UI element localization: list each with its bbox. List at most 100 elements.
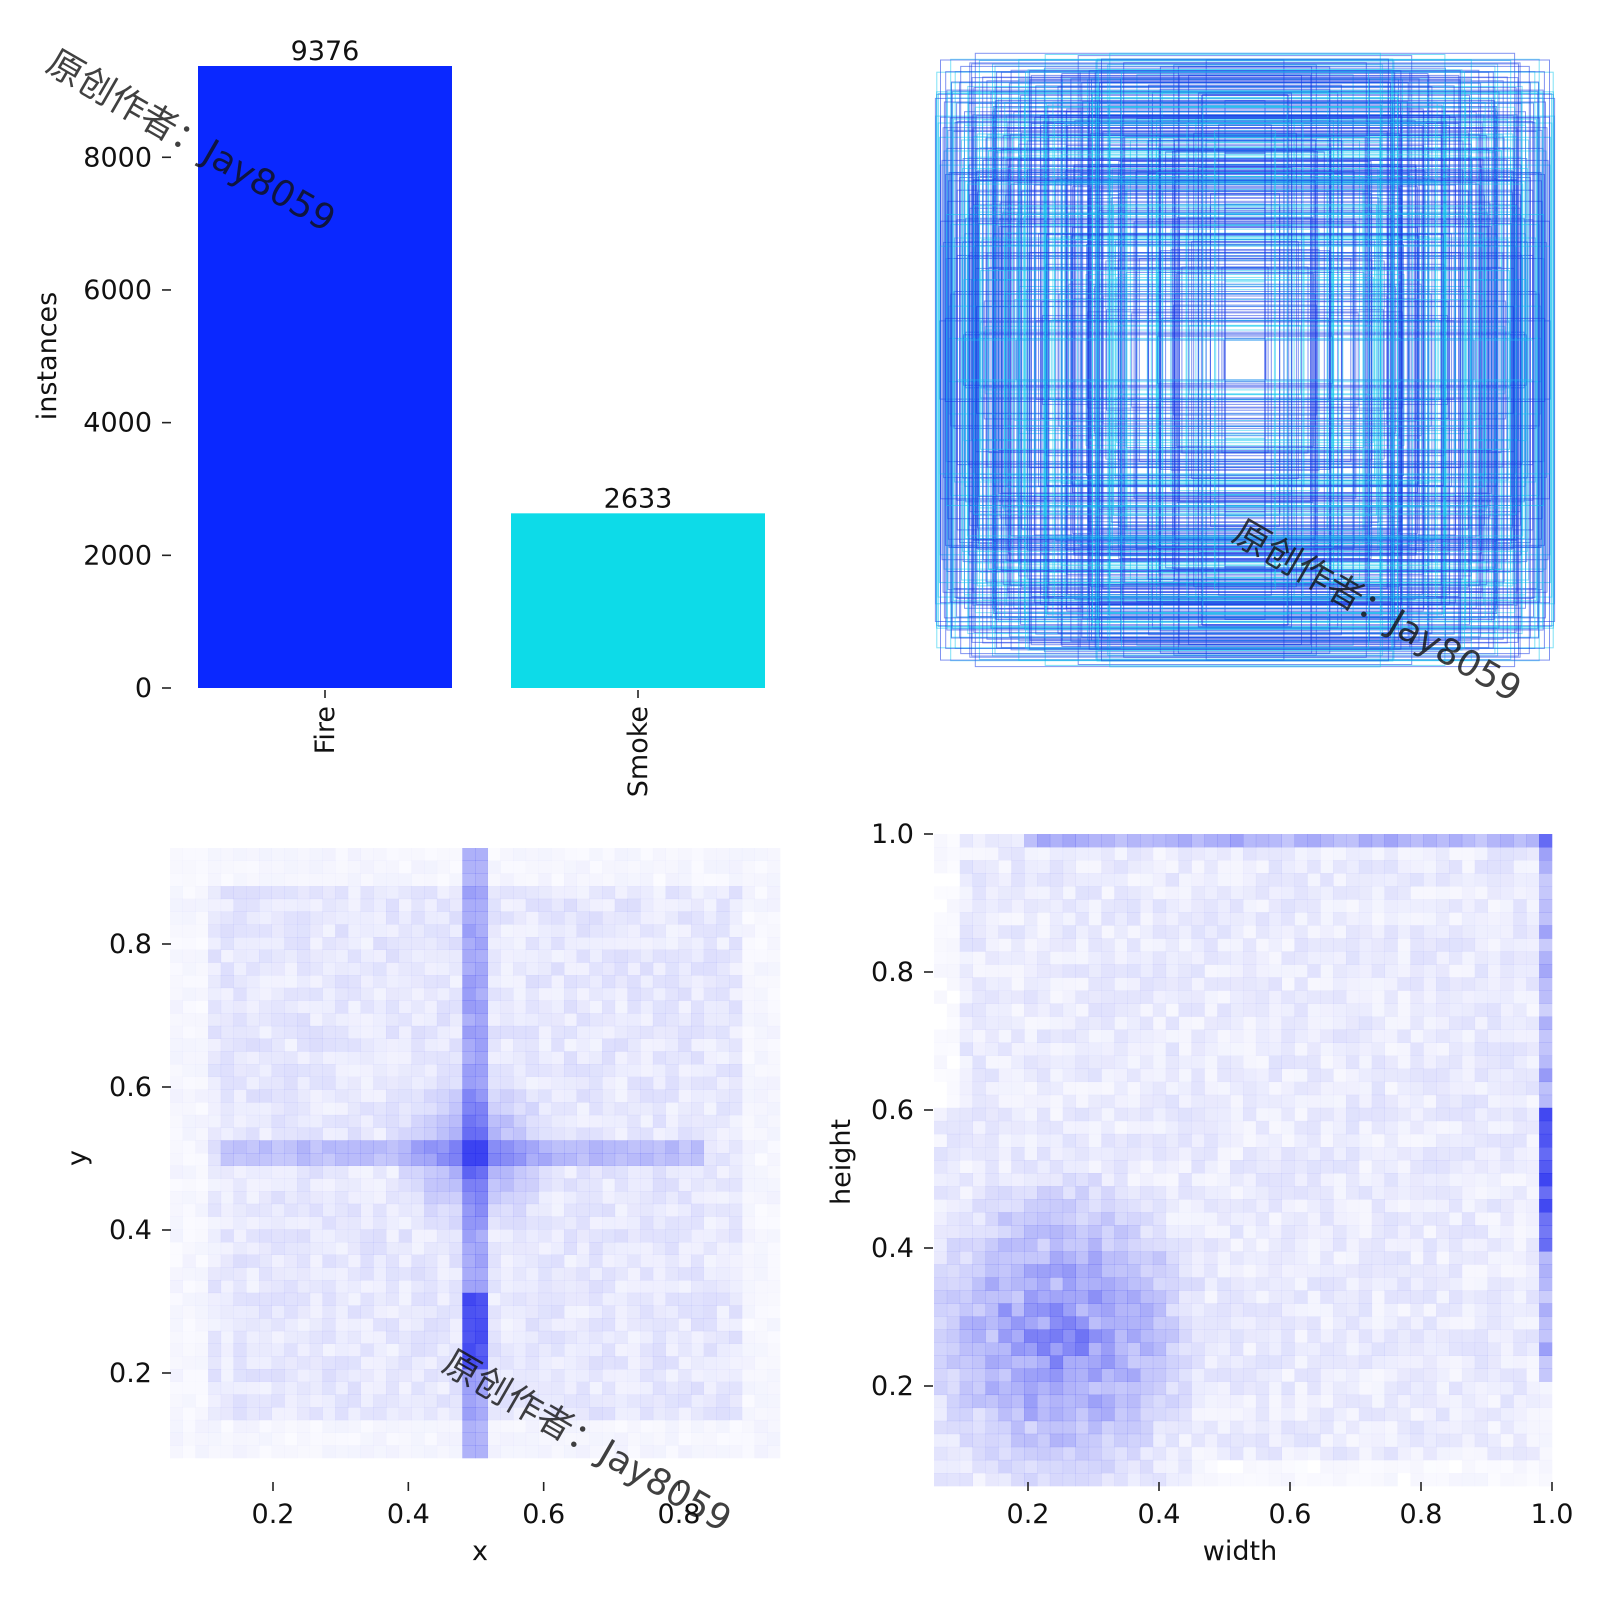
heatmap-cell: [1436, 1407, 1450, 1422]
bar-value-label: 2633: [604, 483, 673, 514]
heatmap-cell: [652, 1394, 666, 1408]
heatmap-cell: [589, 975, 603, 989]
heatmap-cell: [525, 1343, 539, 1357]
heatmap-cell: [424, 1394, 438, 1408]
heatmap-cell: [1423, 1212, 1437, 1226]
heatmap-cell: [1281, 1042, 1295, 1056]
heatmap-cell: [1101, 1238, 1115, 1252]
heatmap-cell: [1294, 1355, 1308, 1369]
heatmap-cell: [1474, 990, 1488, 1004]
heatmap-cell: [449, 1140, 463, 1154]
label-box: [1097, 69, 1393, 652]
heatmap-cell: [1011, 1290, 1025, 1304]
heatmap-cell: [309, 1369, 323, 1383]
heatmap-cell: [1101, 1003, 1115, 1017]
heatmap-cell: [1307, 990, 1321, 1004]
heatmap-cell: [1487, 860, 1501, 874]
heatmap-cell: [1075, 1003, 1089, 1017]
heatmap-cell: [1114, 1329, 1128, 1343]
heatmap-cell: [1461, 1329, 1476, 1343]
heatmap-cell: [538, 1305, 552, 1319]
heatmap-cell: [538, 1025, 552, 1039]
heatmap-cell: [652, 1356, 666, 1370]
heatmap-cell: [310, 1433, 323, 1446]
heatmap-cell: [564, 1025, 578, 1039]
heatmap-cell: [1243, 951, 1257, 965]
heatmap-cell: [729, 860, 743, 874]
heatmap-cell: [259, 1013, 273, 1027]
heatmap-cell: [1526, 847, 1540, 861]
heatmap-cell: [1539, 1420, 1553, 1435]
heatmap-cell: [1358, 1016, 1373, 1030]
heatmap-cell: [208, 1064, 222, 1078]
heatmap-cell: [513, 1330, 527, 1344]
heatmap-cell: [208, 1356, 222, 1370]
heatmap-cell: [462, 860, 476, 874]
heatmap-cell: [1230, 1055, 1244, 1070]
heatmap-cell: [678, 1267, 692, 1281]
heatmap-cell: [1191, 1107, 1205, 1122]
heatmap-cell: [602, 1292, 616, 1306]
label-box: [974, 180, 1516, 540]
heatmap-cell: [436, 1013, 450, 1027]
heatmap-cell: [411, 1203, 425, 1217]
heatmap-cell: [1088, 938, 1102, 952]
heatmap-cell: [767, 1204, 780, 1217]
heatmap-cell: [1281, 1173, 1295, 1187]
heatmap-cell: [538, 1330, 552, 1344]
heatmap-cell: [399, 861, 412, 874]
heatmap-cell: [1101, 1055, 1115, 1070]
heatmap-cell: [678, 1394, 692, 1408]
heatmap-cell: [246, 886, 260, 900]
heatmap-cell: [271, 1076, 285, 1090]
heatmap-cell: [424, 1407, 438, 1421]
heatmap-cell: [525, 1140, 539, 1154]
heatmap-cell: [310, 1445, 323, 1458]
heatmap-cell: [297, 1038, 311, 1052]
heatmap-cell: [1217, 1433, 1231, 1448]
heatmap-cell: [1487, 1186, 1501, 1200]
label-box: [1044, 54, 1446, 666]
heatmap-cell: [1268, 1094, 1282, 1109]
heatmap-cell: [1397, 912, 1411, 926]
heatmap-cell: [640, 873, 654, 887]
heatmap-cell: [716, 1280, 730, 1294]
heatmap-cell: [1191, 990, 1205, 1004]
heatmap-cell: [322, 1229, 336, 1243]
heatmap-cell: [652, 1318, 666, 1332]
heatmap-cell: [322, 1267, 336, 1281]
heatmap-cell: [347, 1407, 361, 1421]
heatmap-cell: [627, 949, 641, 963]
heatmap-cell: [1294, 1055, 1308, 1070]
heatmap-cell: [1333, 1160, 1347, 1174]
heatmap-cell: [220, 1330, 234, 1344]
heatmap-cell: [233, 1242, 247, 1256]
heatmap-cell: [462, 1127, 476, 1141]
heatmap-cell: [1024, 1017, 1037, 1030]
heatmap-cell: [1075, 1303, 1089, 1317]
heatmap-cell: [284, 1127, 298, 1141]
heatmap-cell: [934, 1251, 948, 1265]
heatmap-cell: [1268, 1251, 1282, 1265]
heatmap-cell: [1436, 899, 1450, 913]
heatmap-cell: [1217, 951, 1231, 965]
heatmap-cell: [576, 949, 590, 963]
heatmap-cell: [640, 1445, 654, 1459]
heatmap-cell: [716, 1318, 730, 1332]
heatmap-cell: [322, 1178, 336, 1192]
heatmap-cell: [691, 1127, 705, 1141]
heatmap-cell: [1255, 1251, 1270, 1265]
heatmap-cell: [627, 1267, 641, 1281]
heatmap-cell: [1539, 1212, 1553, 1226]
heatmap-cell: [1011, 1238, 1025, 1252]
heatmap-cell: [602, 1114, 616, 1128]
heatmap-cell: [322, 1051, 336, 1065]
heatmap-cell: [398, 1076, 412, 1090]
heatmap-cell: [691, 1102, 705, 1116]
heatmap-cell: [627, 1000, 641, 1014]
heatmap-cell: [1088, 1251, 1102, 1265]
heatmap-cell: [1062, 873, 1076, 887]
heatmap-cell: [347, 1165, 361, 1179]
heatmap-cell: [1295, 1108, 1308, 1121]
